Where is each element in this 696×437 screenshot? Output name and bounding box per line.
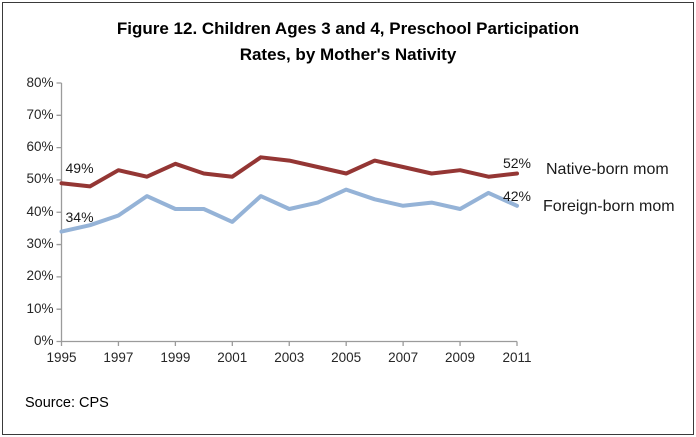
- chart-title-line1: Figure 12. Children Ages 3 and 4, Presch…: [116, 19, 580, 38]
- y-tick-label: 60%: [26, 139, 54, 155]
- data-label-34pct: 34%: [65, 208, 94, 225]
- chart-canvas: [56, 82, 519, 346]
- x-tick-label: 1999: [160, 349, 191, 365]
- foreign-born-mom-line: [59, 187, 519, 234]
- axes: [56, 82, 518, 346]
- x-tick-label: 2003: [274, 349, 305, 365]
- data-label-42pct: 42%: [502, 187, 531, 204]
- y-tick-label: 20%: [26, 268, 54, 284]
- x-tick-label: 1997: [103, 349, 134, 365]
- native-born-mom-line: [59, 155, 519, 189]
- x-tick-label: 2007: [388, 349, 419, 365]
- data-label-49pct: 49%: [65, 160, 94, 177]
- chart-title-line2: Rates, by Mother's Nativity: [239, 45, 457, 64]
- y-tick-label: 0%: [33, 333, 54, 348]
- y-tick-label: 80%: [26, 74, 54, 90]
- y-tick-label: 50%: [26, 171, 54, 187]
- y-tick-label: 10%: [26, 300, 54, 316]
- x-tick-label: 1995: [46, 349, 77, 365]
- y-tick-label: 30%: [26, 236, 54, 252]
- series-label-native-born-mom: Native-born mom: [546, 161, 669, 179]
- x-tick-label: 2005: [331, 349, 362, 365]
- x-tick-label: 2011: [502, 349, 532, 365]
- plot-area: 0% 10% 20% 30% 40% 50% 60% 70% 80% 1995 1997 1999 20…: [3, 3, 693, 434]
- x-tick-label: 2009: [445, 349, 476, 365]
- data-label-52pct: 52%: [502, 155, 531, 172]
- series-label-foreign-born-mom: Foreign-born mom: [543, 197, 675, 215]
- y-tick-label: 40%: [26, 203, 54, 219]
- chart-title: Figure 12. Children Ages 3 and 4, Presch…: [3, 16, 693, 68]
- x-tick-label: 2001: [217, 349, 248, 365]
- y-tick-label: 70%: [26, 106, 54, 122]
- source-note: Source: CPS: [25, 395, 109, 411]
